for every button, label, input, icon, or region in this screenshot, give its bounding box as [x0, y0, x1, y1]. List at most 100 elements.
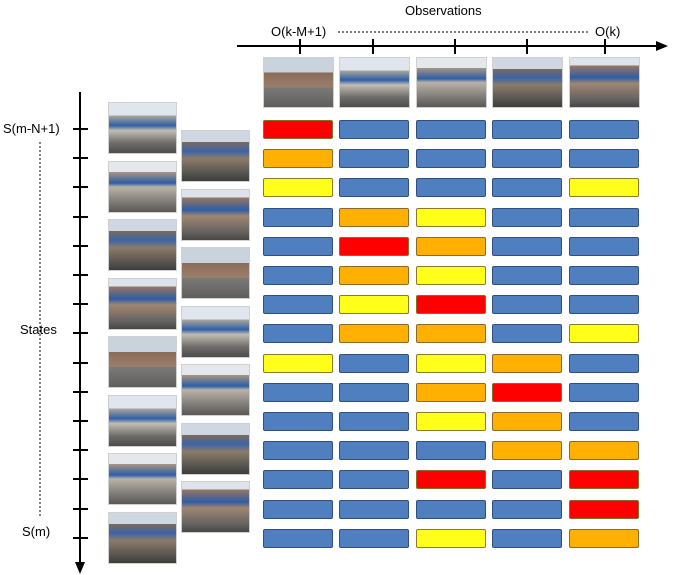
- grid-cell-blue: [263, 266, 333, 285]
- grid-cell-blue: [492, 529, 562, 548]
- grid-cell-orange: [263, 149, 333, 168]
- state-image: [108, 102, 177, 154]
- grid-cell-orange: [416, 324, 486, 343]
- observations-label: Observations: [405, 3, 482, 18]
- grid-cell-blue: [339, 470, 409, 489]
- grid-cell-blue: [569, 383, 639, 402]
- grid-cell-red: [263, 120, 333, 139]
- grid-cell-red: [492, 383, 562, 402]
- grid-cell-orange: [492, 354, 562, 373]
- grid-cell-blue: [492, 208, 562, 227]
- grid-cell-blue: [263, 529, 333, 548]
- grid-cell-red: [569, 500, 639, 519]
- grid-cell-yellow: [263, 178, 333, 197]
- grid-cell-blue: [263, 470, 333, 489]
- grid-cell-blue: [263, 412, 333, 431]
- state-end-label: S(m): [22, 524, 51, 539]
- grid-cell-blue: [339, 120, 409, 139]
- grid-cell-orange: [339, 208, 409, 227]
- state-axis-arrowhead: [75, 562, 85, 574]
- state-image: [181, 364, 250, 416]
- grid-cell-orange: [569, 529, 639, 548]
- grid-cell-blue: [416, 500, 486, 519]
- state-image: [181, 423, 250, 475]
- grid-cell-yellow: [416, 529, 486, 548]
- grid-cell-blue: [569, 149, 639, 168]
- state-image: [181, 247, 250, 299]
- grid-cell-orange: [492, 441, 562, 460]
- grid-cell-blue: [416, 149, 486, 168]
- grid-cell-blue: [569, 295, 639, 314]
- grid-cell-red: [416, 470, 486, 489]
- grid-cell-blue: [569, 412, 639, 431]
- grid-cell-blue: [492, 295, 562, 314]
- state-image: [181, 306, 250, 358]
- observation-image: [416, 57, 487, 108]
- grid-cell-red: [416, 295, 486, 314]
- obs-start-label: O(k-M+1): [271, 24, 327, 39]
- state-image: [181, 130, 250, 182]
- observation-image: [263, 57, 334, 108]
- grid-cell-blue: [263, 441, 333, 460]
- grid-cell-orange: [492, 412, 562, 431]
- grid-cell-yellow: [416, 412, 486, 431]
- grid-cell-blue: [416, 441, 486, 460]
- state-image: [108, 453, 177, 505]
- state-image: [108, 161, 177, 213]
- grid-cell-yellow: [263, 354, 333, 373]
- grid-cell-blue: [263, 324, 333, 343]
- grid-cell-blue: [492, 120, 562, 139]
- grid-cell-yellow: [569, 324, 639, 343]
- states-label: States: [20, 322, 57, 337]
- state-image: [181, 189, 250, 241]
- grid-cell-blue: [339, 383, 409, 402]
- grid-cell-blue: [492, 470, 562, 489]
- grid-cell-blue: [569, 354, 639, 373]
- grid-cell-orange: [569, 441, 639, 460]
- grid-cell-orange: [339, 324, 409, 343]
- state-image: [108, 219, 177, 271]
- grid-cell-blue: [339, 441, 409, 460]
- state-image: [108, 512, 177, 564]
- grid-cell-blue: [492, 178, 562, 197]
- state-image: [181, 481, 250, 533]
- grid-cell-blue: [339, 500, 409, 519]
- grid-cell-blue: [339, 178, 409, 197]
- grid-cell-blue: [416, 178, 486, 197]
- grid-cell-blue: [263, 383, 333, 402]
- grid-cell-yellow: [416, 266, 486, 285]
- grid-cell-blue: [492, 266, 562, 285]
- grid-cell-orange: [339, 266, 409, 285]
- grid-cell-blue: [263, 295, 333, 314]
- grid-cell-blue: [492, 237, 562, 256]
- grid-cell-blue: [492, 500, 562, 519]
- grid-cell-blue: [569, 237, 639, 256]
- state-image: [108, 395, 177, 447]
- grid-cell-blue: [263, 500, 333, 519]
- grid-cell-orange: [416, 383, 486, 402]
- state-start-label: S(m-N+1): [3, 121, 60, 136]
- grid-cell-blue: [263, 237, 333, 256]
- grid-cell-blue: [416, 120, 486, 139]
- state-image: [108, 336, 177, 388]
- grid-cell-blue: [339, 412, 409, 431]
- grid-cell-blue: [263, 208, 333, 227]
- grid-cell-yellow: [416, 208, 486, 227]
- state-image: [108, 278, 177, 330]
- grid-cell-yellow: [416, 354, 486, 373]
- observation-image: [492, 57, 563, 108]
- grid-cell-yellow: [339, 295, 409, 314]
- grid-cell-yellow: [569, 178, 639, 197]
- grid-cell-blue: [339, 354, 409, 373]
- grid-cell-blue: [339, 149, 409, 168]
- grid-cell-red: [339, 237, 409, 256]
- grid-cell-blue: [492, 324, 562, 343]
- grid-cell-orange: [416, 237, 486, 256]
- obs-end-label: O(k): [595, 24, 621, 39]
- grid-cell-red: [569, 470, 639, 489]
- grid-cell-blue: [492, 149, 562, 168]
- grid-cell-blue: [569, 208, 639, 227]
- grid-cell-blue: [339, 529, 409, 548]
